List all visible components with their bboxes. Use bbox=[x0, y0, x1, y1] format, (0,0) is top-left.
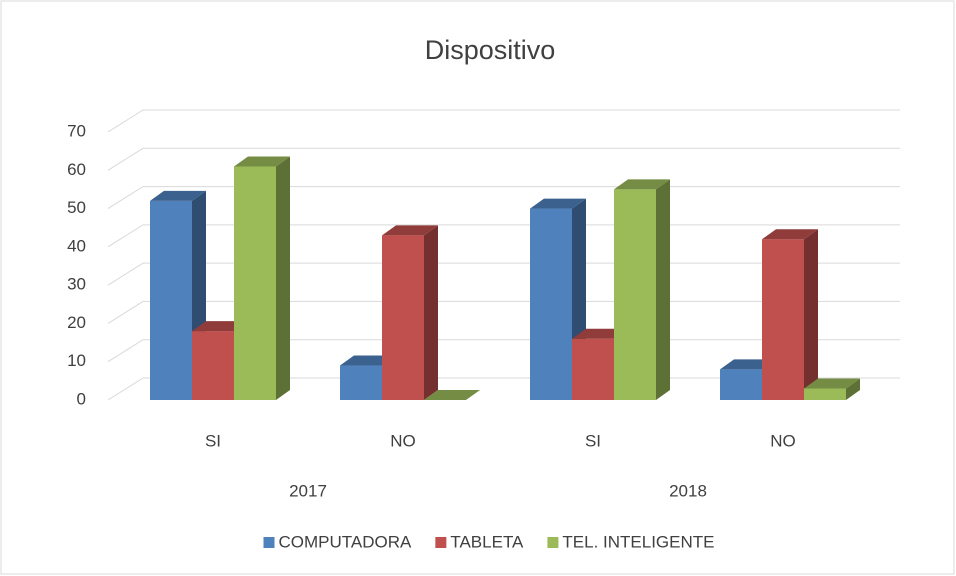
bar-top bbox=[804, 378, 860, 389]
bar-front bbox=[762, 239, 804, 400]
bar-front bbox=[572, 338, 614, 400]
y-tick-label: 60 bbox=[67, 160, 86, 179]
bar-front bbox=[804, 388, 846, 400]
bar-side bbox=[804, 229, 818, 400]
legend-swatch bbox=[263, 537, 275, 548]
legend-label: TEL. INTELIGENTE bbox=[562, 532, 714, 551]
x-tick-label: SI bbox=[205, 431, 221, 450]
x-tick-label: NO bbox=[770, 431, 796, 450]
legend-label: COMPUTADORA bbox=[278, 532, 412, 551]
group-label: 2018 bbox=[669, 481, 707, 500]
bar bbox=[804, 378, 860, 400]
x-tick-label: NO bbox=[390, 431, 416, 450]
bar-front bbox=[614, 189, 656, 400]
y-tick-label: 20 bbox=[67, 313, 86, 332]
bar-top bbox=[762, 229, 818, 240]
bar-side bbox=[846, 378, 860, 400]
group-label: 2017 bbox=[289, 481, 327, 500]
grid-line bbox=[107, 109, 900, 133]
bar-front bbox=[340, 365, 382, 400]
bar-top bbox=[382, 225, 438, 236]
legend-swatch bbox=[547, 537, 559, 548]
legend-label: TABLETA bbox=[450, 532, 524, 551]
bar-front bbox=[530, 208, 572, 400]
bar-side bbox=[656, 179, 670, 400]
bar-top bbox=[614, 179, 670, 190]
bar-front bbox=[720, 369, 762, 400]
bar-top bbox=[150, 190, 206, 201]
y-tick-label: 70 bbox=[67, 121, 86, 140]
bar bbox=[614, 179, 670, 400]
bar bbox=[424, 390, 480, 400]
bar-front bbox=[192, 331, 234, 400]
bar bbox=[382, 225, 438, 400]
bar bbox=[762, 229, 818, 400]
legend-swatch bbox=[435, 537, 447, 548]
y-tick-label: 50 bbox=[67, 198, 86, 217]
y-tick-label: 30 bbox=[67, 275, 86, 294]
bar-top bbox=[234, 156, 290, 167]
bar-top bbox=[530, 198, 586, 209]
y-tick-label: 10 bbox=[67, 351, 86, 370]
bar bbox=[234, 156, 290, 400]
bar-top bbox=[424, 390, 480, 400]
chart-title: Dispositivo bbox=[425, 35, 556, 65]
y-tick-label: 0 bbox=[77, 389, 86, 408]
bar-side bbox=[424, 225, 438, 400]
x-tick-label: SI bbox=[585, 431, 601, 450]
bar-side bbox=[276, 156, 290, 400]
bar-front bbox=[382, 235, 424, 400]
y-tick-label: 40 bbox=[67, 236, 86, 255]
bar-front bbox=[150, 200, 192, 400]
grid-line bbox=[107, 147, 900, 171]
bar-front bbox=[234, 166, 276, 400]
